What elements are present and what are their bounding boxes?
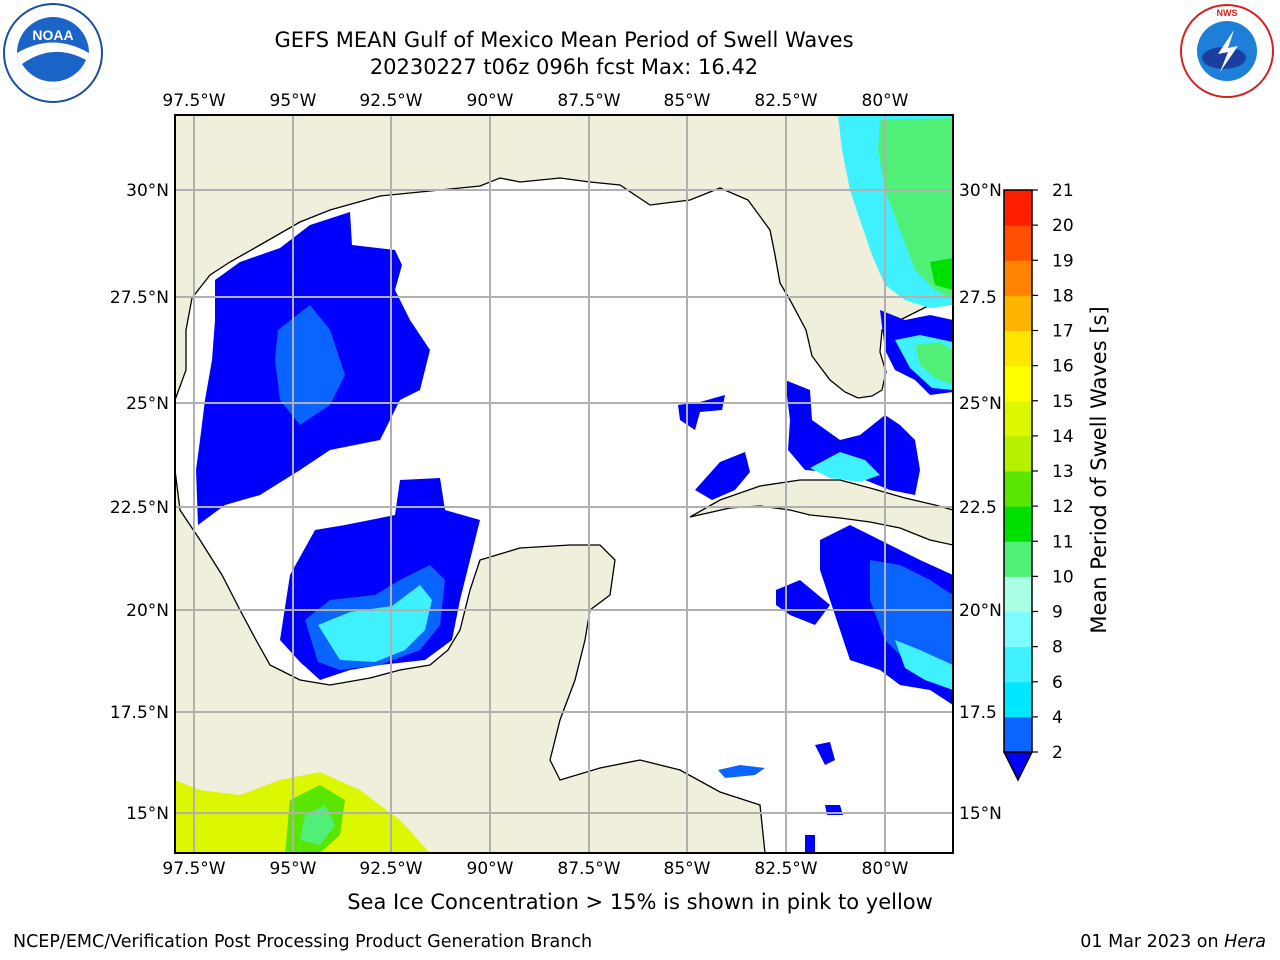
colorbar-tick-label: 2 (1052, 743, 1063, 763)
colorbar-segment (1004, 295, 1032, 331)
colorbar-segment (1004, 400, 1032, 437)
lat-label: 15°N (959, 804, 1002, 824)
lat-label: 22.5 (959, 498, 997, 518)
lon-label: 97.5°W (162, 859, 225, 879)
colorbar-segment (1004, 611, 1032, 648)
noaa-logo-icon: NOAA (3, 3, 103, 103)
colorbar-tick-label: 12 (1052, 497, 1074, 517)
lon-label: 85°W (664, 91, 711, 111)
colorbar-label: Mean Period of Swell Waves [s] (1087, 306, 1111, 633)
colorbar-tick-label: 20 (1052, 216, 1074, 236)
lon-label: 92.5°W (359, 859, 422, 879)
colorbar-tick-label: 14 (1052, 427, 1074, 447)
colorbar-segment (1004, 330, 1032, 367)
credit-right: 01 Mar 2023 on Hera (1080, 932, 1266, 952)
credit-left: NCEP/EMC/Verification Post Processing Pr… (13, 932, 593, 952)
host-name: Hera (1224, 932, 1266, 952)
cuba-land (689, 479, 953, 546)
lat-labels-right: 30°N 27.5 25°N 22.5 20°N 17.5 15°N (959, 181, 1002, 824)
svg-text:NWS: NWS (1217, 8, 1238, 18)
lon-labels-bottom: 97.5°W 95°W 92.5°W 90°W 87.5°W 85°W 82.5… (162, 859, 908, 879)
lon-label: 85°W (664, 859, 711, 879)
colorbar-tick-label: 13 (1052, 462, 1074, 482)
colorbar-tick-label: 16 (1052, 357, 1074, 377)
colorbar-segment (1004, 506, 1032, 542)
land-masses (175, 115, 953, 853)
lat-label: 20°N (126, 601, 169, 621)
lat-label: 30°N (959, 181, 1002, 201)
lon-label: 95°W (270, 859, 317, 879)
swell-field (175, 115, 953, 853)
colorbar-tick-label: 11 (1052, 532, 1074, 552)
colorbar-segment (1004, 435, 1032, 472)
map-frame (174, 114, 954, 854)
lon-label: 80°W (862, 859, 909, 879)
colorbar-segment (1004, 471, 1032, 507)
colorbar-tick-label: 10 (1052, 567, 1074, 587)
lat-label: 25°N (126, 394, 169, 414)
svg-text:NOAA: NOAA (32, 27, 73, 43)
lat-label: 27.5 (959, 288, 997, 308)
colorbar-segment (1004, 646, 1032, 683)
colorbar-tick-label: 21 (1052, 181, 1074, 201)
lon-labels-top: 97.5°W 95°W 92.5°W 90°W 87.5°W 85°W 82.5… (162, 91, 908, 111)
colorbar: 2 4 6 8 9 10 11 12 13 14 15 16 17 18 19 20 21 (1002, 181, 1074, 782)
map-title: GEFS MEAN Gulf of Mexico Mean Period of … (274, 28, 854, 52)
colorbar-tick-label: 4 (1052, 708, 1063, 728)
lon-label: 82.5°W (754, 859, 817, 879)
colorbar-under-arrow (1002, 751, 1034, 782)
lat-label: 27.5°N (110, 288, 169, 308)
sea-ice-note: Sea Ice Concentration > 15% is shown in … (347, 890, 933, 914)
colorbar-tick-label: 6 (1052, 673, 1063, 693)
lat-label: 15°N (126, 804, 169, 824)
map-area (175, 115, 953, 853)
colorbar-segment (1004, 260, 1032, 296)
colorbar-tick-label: 19 (1052, 251, 1074, 271)
map-subtitle: 20230227 t06z 096h fcst Max: 16.42 (369, 55, 759, 79)
lat-label: 20°N (959, 601, 1002, 621)
mexico-land (175, 469, 766, 853)
lon-label: 80°W (862, 91, 909, 111)
colorbar-segment (1004, 365, 1032, 402)
lon-label: 87.5°W (557, 859, 620, 879)
graticule (175, 115, 953, 853)
lat-label: 17.5°N (110, 703, 169, 723)
lon-label: 90°W (467, 859, 514, 879)
lon-label: 92.5°W (359, 91, 422, 111)
colorbar-tick-label: 8 (1052, 638, 1063, 658)
lon-label: 95°W (270, 91, 317, 111)
lat-label: 30°N (126, 181, 169, 201)
lat-label: 25°N (959, 394, 1002, 414)
nws-logo-icon: NWS (1180, 4, 1274, 98)
lon-label: 97.5°W (162, 91, 225, 111)
colorbar-tick-label: 18 (1052, 286, 1074, 306)
colorbar-tick-label: 15 (1052, 392, 1074, 412)
lon-label: 87.5°W (557, 91, 620, 111)
lon-label: 90°W (467, 91, 514, 111)
lon-label: 82.5°W (754, 91, 817, 111)
lat-label: 22.5°N (110, 498, 169, 518)
colorbar-tick-label: 9 (1052, 603, 1063, 623)
lat-labels-left: 30°N 27.5°N 25°N 22.5°N 20°N 17.5°N 15°N (110, 181, 169, 824)
colorbar-segment (1004, 576, 1032, 612)
colorbar-segment (1004, 541, 1032, 577)
colorbar-segment (1004, 681, 1032, 718)
lat-label: 17.5 (959, 703, 997, 723)
colorbar-segment (1004, 716, 1032, 753)
colorbar-segment (1004, 190, 1032, 226)
colorbar-segment (1004, 225, 1032, 261)
colorbar-tick-label: 17 (1052, 322, 1074, 342)
